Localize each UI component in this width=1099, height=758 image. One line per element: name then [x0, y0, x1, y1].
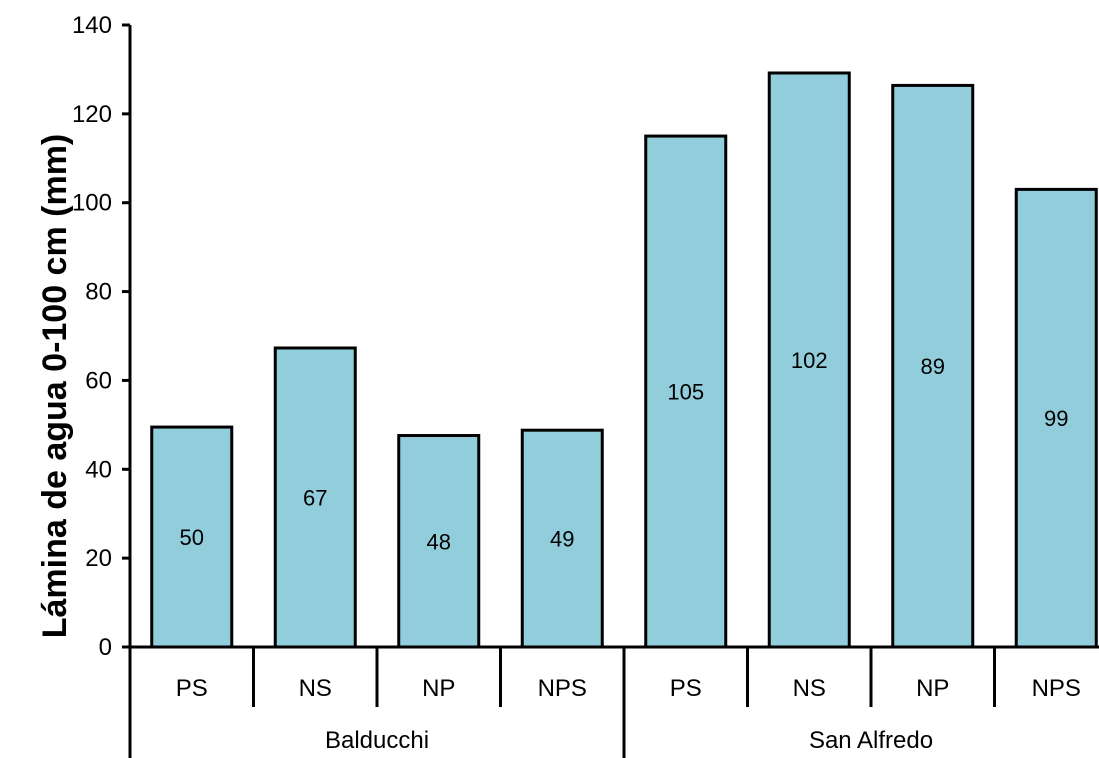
- x-category-label: NP: [916, 675, 949, 702]
- x-category-label: NS: [793, 675, 826, 702]
- y-tick-label: 120: [72, 101, 112, 128]
- x-group-label: Balducchi: [325, 727, 429, 754]
- x-category-label: NP: [422, 675, 455, 702]
- bar: [1014, 187, 1098, 649]
- y-axis-label: Lámina de agua 0-100 cm (mm): [36, 134, 74, 639]
- x-category-label: NS: [299, 675, 332, 702]
- bar-data-label: 89: [921, 354, 945, 379]
- bar: [397, 434, 481, 649]
- y-tick-label: 100: [72, 190, 112, 217]
- bar: [273, 346, 357, 649]
- y-tick-label: 40: [85, 456, 112, 483]
- x-category-label: NPS: [538, 675, 587, 702]
- y-tick-label: 80: [85, 279, 112, 306]
- bar-data-label: 48: [427, 529, 451, 554]
- bar-data-label: 49: [550, 527, 574, 552]
- x-category-label: PS: [670, 675, 702, 702]
- bar: [767, 71, 851, 649]
- y-tick-label: 0: [99, 634, 112, 661]
- x-category-label: PS: [176, 675, 208, 702]
- y-tick-label: 60: [85, 367, 112, 394]
- labels-layer: 0 20 40 60 80 100 120 140 50 PS 67 NS 48 NP 49 NPS Baldu…: [72, 12, 1081, 754]
- bar: [644, 134, 728, 649]
- bar-data-label: 99: [1044, 406, 1068, 431]
- x-group-label: San Alfredo: [809, 727, 933, 754]
- x-category-label: NPS: [1032, 675, 1081, 702]
- bar-data-label: 105: [667, 380, 704, 405]
- bar-data-label: 102: [791, 348, 828, 373]
- bars-layer: [150, 71, 1098, 649]
- bar: [520, 428, 604, 649]
- y-tick-label: 20: [85, 545, 112, 572]
- bar: [150, 425, 234, 649]
- bar-data-label: 50: [180, 525, 204, 550]
- bar: [891, 83, 975, 649]
- bar-data-label: 67: [303, 485, 327, 510]
- y-tick-label: 140: [72, 12, 112, 39]
